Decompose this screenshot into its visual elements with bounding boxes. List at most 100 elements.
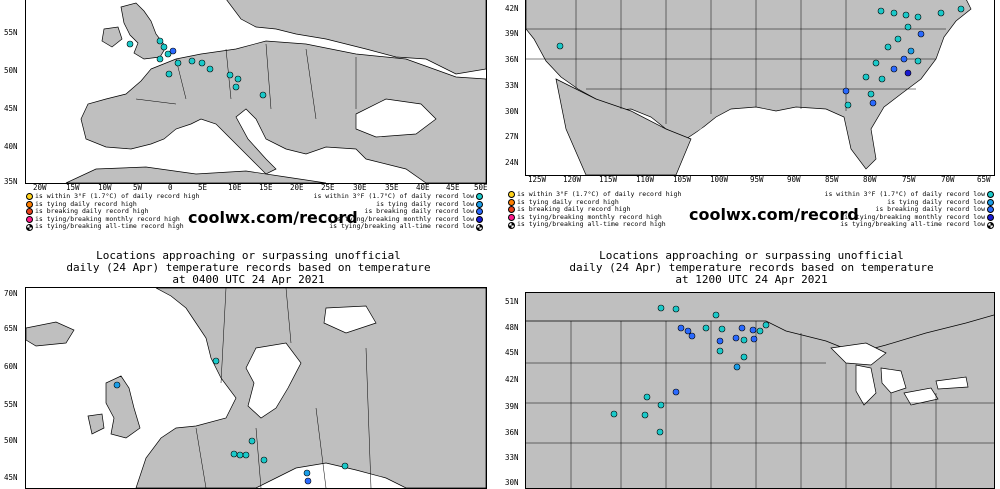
station-marker [872, 59, 880, 67]
europe-top-stations [126, 37, 267, 99]
lon-tick: 35E [385, 183, 399, 192]
station-marker [169, 47, 177, 55]
station-marker [206, 65, 214, 73]
legend-swatch [987, 221, 994, 229]
lat-tick: 36N [505, 55, 519, 64]
lon-tick: 10W [98, 183, 112, 192]
station-marker [867, 90, 875, 98]
lon-tick: 105W [673, 175, 692, 184]
station-marker [341, 462, 349, 470]
station-marker [174, 59, 182, 67]
station-marker [230, 450, 238, 458]
legend-item: is tying/breaking all-time record low [825, 221, 996, 229]
station-marker [657, 401, 665, 409]
station-marker [894, 35, 902, 43]
station-marker [212, 357, 220, 365]
lat-tick: 55N [4, 28, 18, 37]
lon-tick: 50E [474, 183, 488, 192]
lat-tick: 60N [4, 362, 18, 371]
station-marker [878, 75, 886, 83]
lat-tick: 33N [505, 453, 519, 462]
station-marker [242, 451, 250, 459]
station-marker [877, 7, 885, 15]
panel-usa-top: 42N 39N 36N 33N 30N 27N 24N 125W 120W 11… [503, 0, 1000, 242]
station-marker [884, 43, 892, 51]
map-europe-bottom [25, 287, 487, 489]
legend-swatch [508, 206, 515, 214]
station-marker [198, 59, 206, 67]
lat-tick: 65N [4, 324, 18, 333]
legend-item: is tying/breaking monthly record high [506, 213, 681, 222]
lon-tick: 0 [168, 183, 173, 192]
lon-tick: 20E [290, 183, 304, 192]
station-marker [126, 40, 134, 48]
lat-tick: 42N [505, 4, 519, 13]
station-marker [716, 347, 724, 355]
lat-tick: 45N [4, 104, 18, 113]
lat-tick: 51N [505, 297, 519, 306]
station-marker [260, 456, 268, 464]
panel-europe-top: 55N 50N 45N 40N 35N 20W 15W 10W 5W 0 5E … [0, 0, 497, 242]
legend-item: is tying daily record low [825, 198, 996, 207]
lat-tick: 30N [505, 107, 519, 116]
station-marker [656, 428, 664, 436]
station-marker [702, 324, 710, 332]
legend-item: is tying/breaking all-time record high [506, 221, 681, 229]
map-title: Locations approaching or surpassing unof… [569, 249, 934, 286]
usa-bottom-land-svg [526, 293, 994, 488]
legend-swatch [26, 200, 33, 208]
station-marker [740, 336, 748, 344]
lon-tick: 15W [66, 183, 80, 192]
station-marker [862, 73, 870, 81]
legend-item: is tying/breaking all-time record low [314, 223, 485, 231]
station-marker [248, 437, 256, 445]
station-marker [712, 311, 720, 319]
legend-item: is tying/breaking monthly record low [314, 215, 485, 224]
lon-tick: 70W [941, 175, 955, 184]
legend-lows-europe-top: is within 3°F (1.7°C) of daily record lo… [314, 192, 485, 231]
station-marker [304, 477, 312, 485]
lat-tick: 45N [4, 473, 18, 482]
map-usa-top [525, 0, 995, 176]
station-marker [869, 99, 877, 107]
station-marker [738, 324, 746, 332]
legend-item: is breaking daily record low [314, 208, 485, 216]
europe-bottom-stations [113, 357, 349, 485]
usa-top-land-svg [526, 0, 994, 175]
lat-tick: 27N [505, 132, 519, 141]
station-marker [164, 50, 172, 58]
station-marker [556, 42, 564, 50]
lon-tick: 30E [353, 183, 367, 192]
station-marker [259, 91, 267, 99]
lat-tick: 35N [4, 177, 18, 186]
station-marker [160, 43, 168, 51]
lon-tick: 5W [133, 183, 143, 192]
station-marker [904, 69, 912, 77]
station-marker [236, 451, 244, 459]
station-marker [113, 381, 121, 389]
legend-item: is tying/breaking all-time record high [24, 223, 199, 231]
europe-top-land-svg [26, 0, 486, 183]
lon-tick: 95W [750, 175, 764, 184]
station-marker [716, 337, 724, 345]
station-marker [902, 11, 910, 19]
europe-bottom-land-svg [26, 288, 486, 488]
station-marker [890, 65, 898, 73]
legend-swatch [26, 193, 33, 201]
lon-tick: 120W [563, 175, 582, 184]
legend-swatch [26, 223, 33, 231]
station-marker [672, 305, 680, 313]
legend-swatch [987, 214, 994, 222]
watermark: coolwx.com/record [188, 208, 358, 227]
lat-tick: 39N [505, 402, 519, 411]
legend-highs-usa-top: is within 3°F (1.7°C) of daily record hi… [506, 190, 681, 229]
lon-tick: 10E [228, 183, 242, 192]
lon-tick: 65W [977, 175, 991, 184]
legend-swatch [26, 208, 33, 216]
lat-tick: 50N [4, 436, 18, 445]
legend-swatch [987, 198, 994, 206]
lon-tick: 125W [528, 175, 547, 184]
legend-swatch [987, 206, 994, 214]
legend-lows-usa-top: is within 3°F (1.7°C) of daily record lo… [825, 190, 996, 229]
lat-tick: 55N [4, 400, 18, 409]
